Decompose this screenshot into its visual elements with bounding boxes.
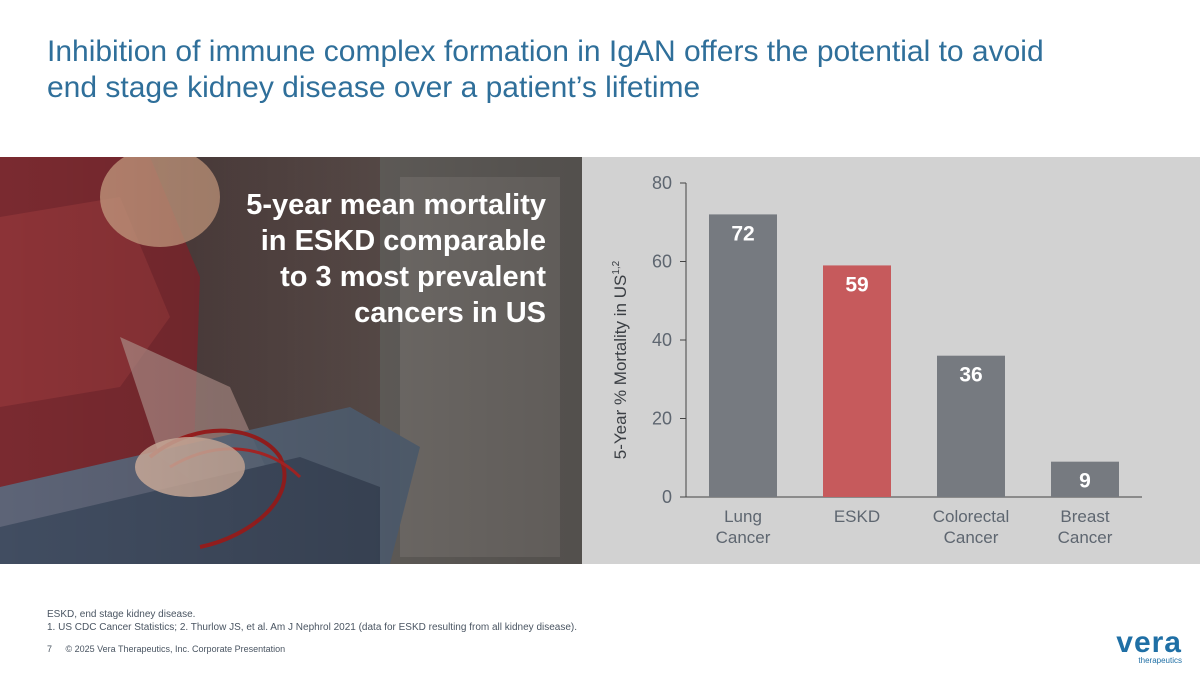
category-label-1: ESKD	[834, 507, 880, 526]
headline-line-3: to 3 most prevalent	[280, 261, 546, 293]
slide-title-line-2: end stage kidney disease over a patient’…	[47, 71, 701, 104]
y-tick-label: 80	[652, 173, 672, 193]
footnote-references: 1. US CDC Cancer Statistics; 2. Thurlow …	[47, 622, 578, 633]
category-label-3: Breast	[1060, 507, 1109, 526]
slide-title: Inhibition of immune complex formation i…	[47, 34, 1147, 106]
data-label-1: 59	[845, 273, 868, 296]
dialysis-photo: 5-year mean mortality in ESKD comparable…	[0, 157, 582, 564]
logo-wordmark: vera	[1116, 626, 1182, 659]
y-tick-label: 20	[652, 409, 672, 429]
slide-footer: 7 © 2025 Vera Therapeutics, Inc. Corpora…	[47, 644, 285, 654]
headline-line-2: in ESKD comparable	[260, 225, 546, 257]
dialysis-photo-illustration	[0, 157, 582, 564]
footnotes: ESKD, end stage kidney disease. 1. US CD…	[47, 608, 577, 634]
data-label-0: 72	[731, 222, 754, 245]
headline-callout: 5-year mean mortality in ESKD comparable…	[126, 187, 546, 331]
headline-line-1: 5-year mean mortality	[246, 189, 546, 221]
category-label-2: Cancer	[944, 528, 999, 547]
category-label-0: Cancer	[716, 528, 771, 547]
y-tick-label: 60	[652, 252, 672, 272]
headline-line-4: cancers in US	[354, 297, 546, 329]
bars: 72 59 36 9	[709, 214, 1119, 497]
x-axis-labels: Lung Cancer ESKD Colorectal Cancer Breast Canc…	[716, 507, 1113, 547]
bar-0	[709, 214, 777, 497]
slide-title-line-1: Inhibition of immune complex formation i…	[47, 35, 1044, 68]
y-tick-label: 0	[662, 487, 672, 507]
category-label-2: Colorectal	[933, 507, 1010, 526]
category-label-0: Lung	[724, 507, 762, 526]
bar-3	[1051, 461, 1119, 497]
mortality-bar-chart: 0 20 40 60 80 72 59 36 9 Lung Cancer ESKD Colorect…	[611, 173, 1142, 547]
logo-subtitle: therapeutics	[1138, 656, 1182, 665]
footnote-abbreviation: ESKD, end stage kidney disease.	[47, 609, 196, 620]
category-label-3: Cancer	[1058, 528, 1113, 547]
bar-1	[823, 265, 891, 497]
y-axis-label-superscript: 1,2	[611, 260, 622, 274]
data-label-2: 36	[959, 364, 982, 387]
copyright-notice: © 2025 Vera Therapeutics, Inc. Corporate…	[65, 644, 286, 654]
page-number: 7	[47, 644, 53, 654]
vera-logo: vera therapeutics	[1102, 626, 1182, 666]
bar-2	[937, 355, 1005, 497]
y-axis-label: 5-Year % Mortality in US1,2	[611, 260, 630, 459]
data-label-3: 9	[1079, 470, 1091, 493]
y-tick-label: 40	[652, 330, 672, 350]
mortality-chart: 0 20 40 60 80 72 59 36 9 Lung Cancer ESKD Colorect…	[582, 157, 1200, 564]
